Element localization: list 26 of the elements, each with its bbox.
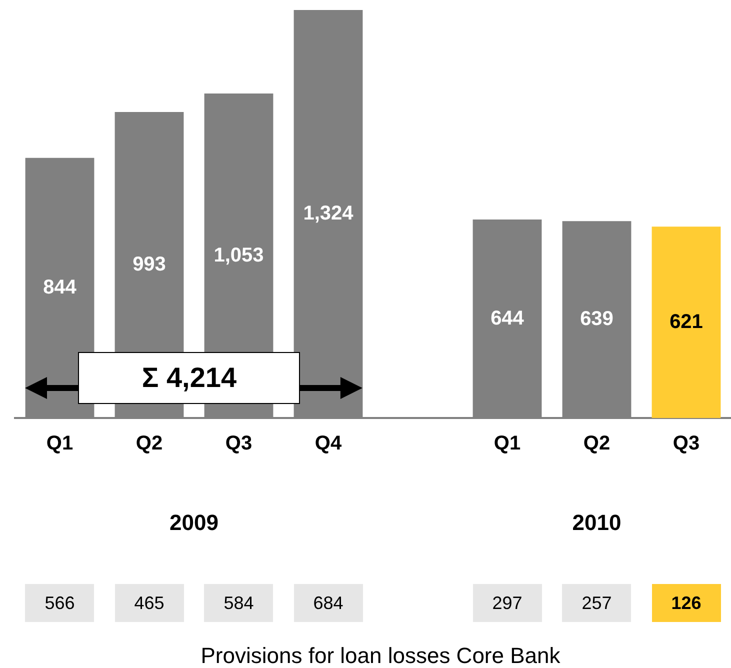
data-label: 1,324	[303, 202, 354, 225]
text: 584	[204, 584, 274, 622]
x-tick-label: Q3	[672, 432, 700, 455]
data-label: 844	[43, 276, 78, 298]
text: 297	[472, 584, 542, 622]
data-label: 644	[490, 307, 525, 330]
text: 257	[562, 584, 632, 622]
text: 126	[652, 584, 721, 622]
data-label: 1,053	[214, 244, 264, 266]
data-label: 621	[670, 310, 703, 333]
data-label: 993	[132, 254, 166, 276]
x-tick-label: Q2	[136, 432, 163, 455]
text: 566	[25, 584, 94, 622]
text: 684	[294, 584, 363, 622]
x-tick-label: Q3	[225, 432, 252, 455]
bar	[652, 226, 721, 418]
x-tick-label: Q1	[494, 432, 521, 455]
x-tick-label: Q4	[314, 432, 342, 455]
text: 2009	[168, 510, 220, 536]
text: 2010	[571, 510, 622, 536]
x-tick-label: Q2	[583, 432, 610, 455]
text: 465	[114, 584, 184, 622]
sum-text-box: Σ 4,214	[78, 352, 300, 404]
text: Provisions for loan losses Core Bank	[200, 643, 562, 668]
data-label: 639	[580, 308, 614, 330]
x-tick-label: Q1	[46, 432, 74, 455]
